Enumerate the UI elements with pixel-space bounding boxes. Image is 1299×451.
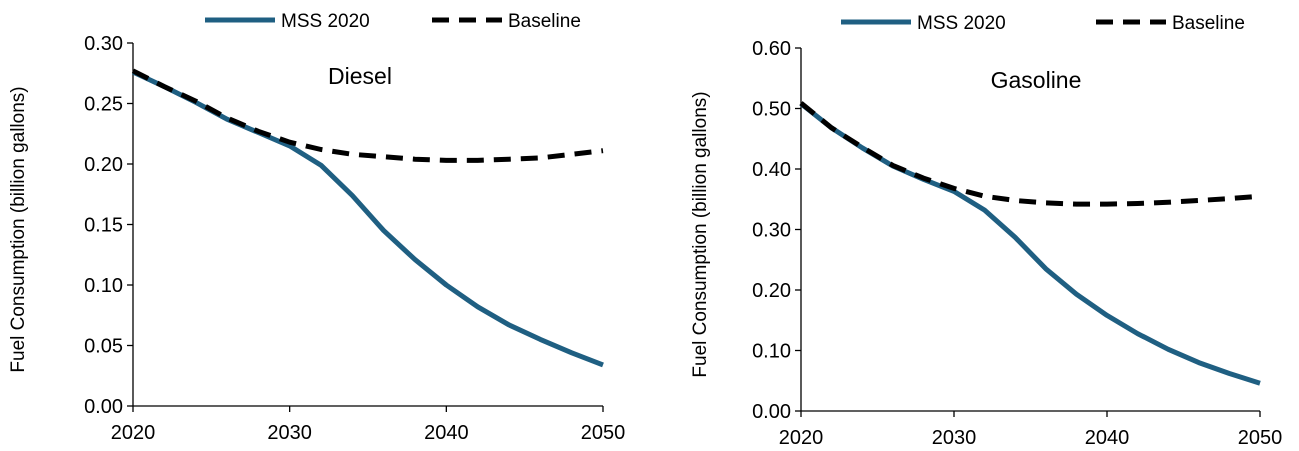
y-tick-label: 0.30 <box>752 220 791 242</box>
y-tick-label: 0.20 <box>752 280 791 302</box>
y-tick-label: 0.20 <box>84 154 123 176</box>
x-tick-label: 2050 <box>1238 427 1283 449</box>
x-tick-label: 2020 <box>111 422 156 444</box>
y-tick-label: 0.30 <box>84 33 123 55</box>
legend-label-baseline: Baseline <box>508 11 581 32</box>
y-tick-label: 0.25 <box>84 94 123 116</box>
chart-1: 0.00 0.10 0.20 0.30 0.40 0.50 0.60 2020 2030 2040… <box>690 13 1282 449</box>
legend-label-mss-2020: MSS 2020 <box>281 11 370 32</box>
y-axis-title: Fuel Consumption (billion gallons) <box>8 86 29 372</box>
x-tick-label: 2040 <box>424 422 469 444</box>
legend: MSS 2020 Baseline <box>205 11 581 32</box>
baseline-series-line <box>799 101 1261 207</box>
legend-label-baseline: Baseline <box>1172 13 1245 34</box>
chart-0: 0.00 0.05 0.10 0.15 0.20 0.25 0.30 2020 2030 2040… <box>8 11 625 444</box>
y-tick-label: 0.00 <box>84 396 123 418</box>
x-tick-label: 2030 <box>267 422 312 444</box>
y-tick-label: 0.00 <box>752 401 791 423</box>
y-tick-label: 0.60 <box>752 38 791 60</box>
legend: MSS 2020 Baseline <box>841 13 1245 34</box>
baseline-series-line <box>131 68 604 163</box>
y-axis-title: Fuel Consumption (billion gallons) <box>690 91 711 377</box>
mss-2020-series-line <box>131 69 604 368</box>
y-tick-label: 0.15 <box>84 215 123 237</box>
y-tick-label: 0.50 <box>752 99 791 121</box>
chart-title: Diesel <box>328 63 392 89</box>
x-tick-label: 2040 <box>1085 427 1130 449</box>
y-tick-label: 0.10 <box>84 275 123 297</box>
legend-label-mss-2020: MSS 2020 <box>917 13 1006 34</box>
y-tick-label: 0.05 <box>84 336 123 358</box>
x-tick-label: 2020 <box>779 427 824 449</box>
x-tick-label: 2030 <box>932 427 977 449</box>
x-tick-label: 2050 <box>581 422 626 444</box>
y-tick-label: 0.40 <box>752 159 791 181</box>
mss-2020-series-line <box>799 101 1261 386</box>
chart-title: Gasoline <box>991 67 1082 93</box>
y-tick-label: 0.10 <box>752 341 791 363</box>
